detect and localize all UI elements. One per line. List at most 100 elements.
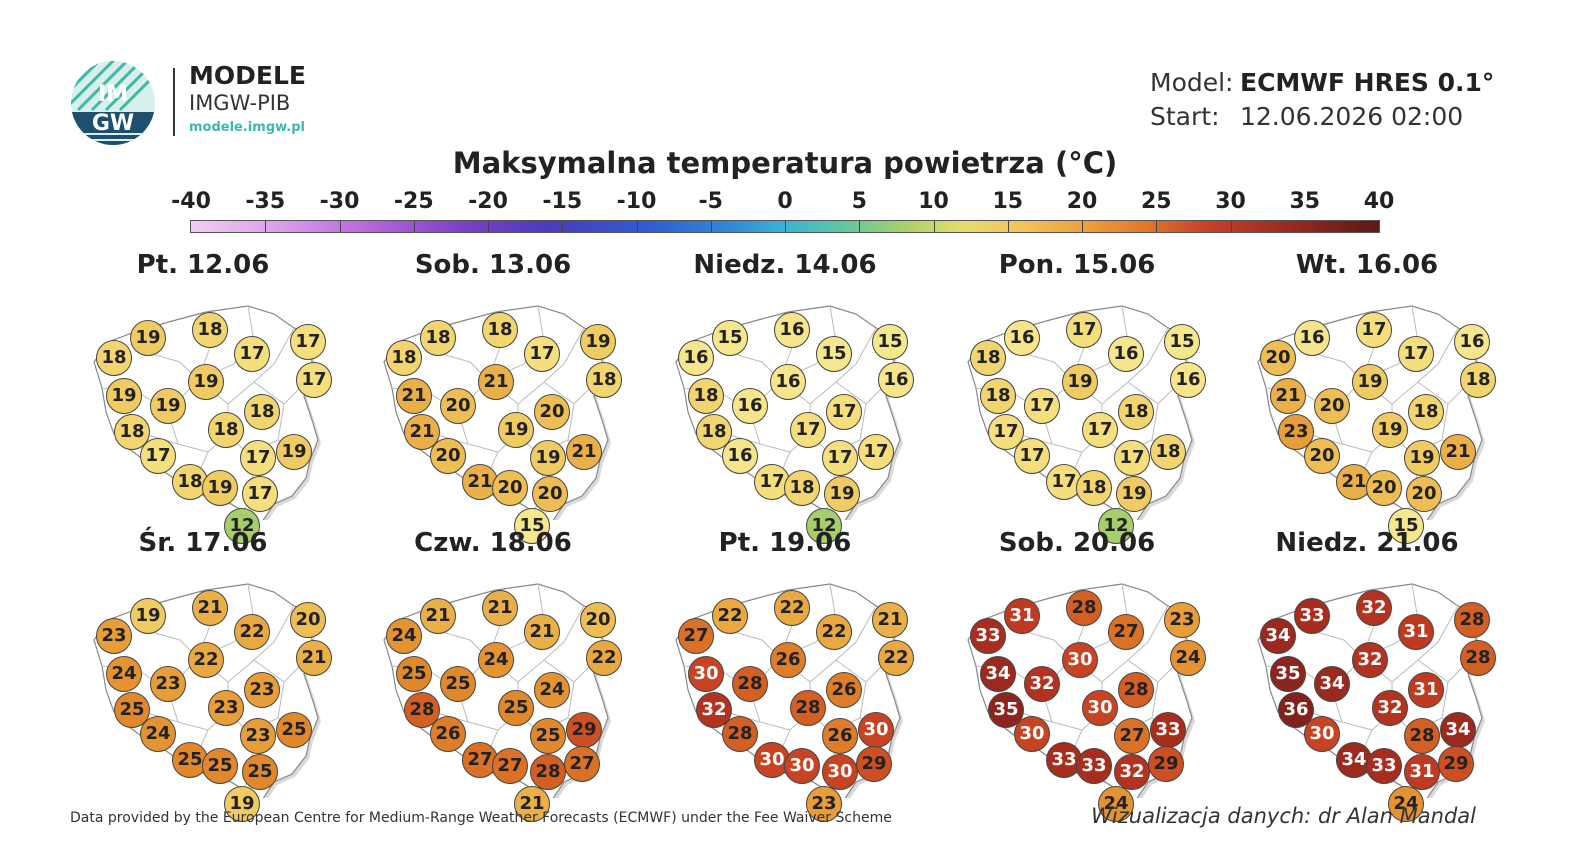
scale-tick-label: -35 bbox=[245, 189, 286, 214]
city-temperature-marker: 33 bbox=[1046, 742, 1082, 778]
city-temperature-marker: 28 bbox=[722, 716, 758, 752]
city-temperature-marker: 34 bbox=[1260, 618, 1296, 654]
city-temperature-marker: 30 bbox=[822, 754, 858, 790]
city-temperature-marker: 12 bbox=[224, 508, 260, 544]
city-temperature-marker: 19 bbox=[530, 440, 566, 476]
day-forecast-panel: Sob. 20.06 33 31 28 27 23 30 24 34 32 28 35 30 30 27 33… bbox=[952, 528, 1206, 822]
city-temperature-marker: 31 bbox=[1004, 598, 1040, 634]
city-temperature-marker: 28 bbox=[1454, 602, 1490, 638]
city-temperature-marker: 24 bbox=[1388, 786, 1424, 822]
city-temperature-marker: 17 bbox=[826, 394, 862, 430]
city-temperature-marker: 23 bbox=[1278, 414, 1314, 450]
city-temperature-marker: 17 bbox=[1398, 336, 1434, 372]
city-temperature-marker: 22 bbox=[712, 598, 748, 634]
city-temperature-marker: 24 bbox=[140, 716, 176, 752]
city-temperature-marker: 22 bbox=[188, 642, 224, 678]
city-temperature-marker: 31 bbox=[1408, 672, 1444, 708]
scale-tick-mark bbox=[710, 221, 712, 232]
scale-tick-label: -40 bbox=[171, 189, 211, 214]
city-temperature-marker: 28 bbox=[790, 690, 826, 726]
city-temperature-marker: 20 bbox=[580, 602, 616, 638]
day-forecast-panel: Pon. 15.06 18 16 17 16 15 19 16 18 17 18 17 17 17 17 18… bbox=[952, 250, 1206, 544]
city-temperature-marker: 18 bbox=[688, 378, 724, 414]
scale-tick-label: -5 bbox=[698, 189, 723, 214]
city-temperature-marker: 18 bbox=[208, 412, 244, 448]
city-temperature-marker: 21 bbox=[1270, 378, 1306, 414]
city-temperature-marker: 16 bbox=[1294, 320, 1330, 356]
city-temperature-marker: 25 bbox=[396, 656, 432, 692]
city-temperature-marker: 18 bbox=[1076, 470, 1112, 506]
city-temperature-marker: 27 bbox=[1108, 614, 1144, 650]
city-temperature-marker: 32 bbox=[1372, 690, 1408, 726]
city-temperature-marker: 20 bbox=[1260, 340, 1296, 376]
imgw-emblem-icon: IM GW bbox=[71, 61, 155, 145]
city-temperature-marker: 17 bbox=[240, 440, 276, 476]
city-temperature-marker: 22 bbox=[774, 590, 810, 626]
city-temperature-marker: 21 bbox=[566, 434, 602, 470]
city-temperature-marker: 30 bbox=[784, 748, 820, 784]
city-temperature-marker: 27 bbox=[564, 746, 600, 782]
region-border bbox=[1071, 651, 1189, 683]
city-temperature-marker: 25 bbox=[440, 666, 476, 702]
city-temperature-marker: 32 bbox=[1356, 590, 1392, 626]
svg-text:IM: IM bbox=[98, 82, 128, 107]
city-temperature-marker: 35 bbox=[1270, 656, 1306, 692]
day-label: Sob. 13.06 bbox=[414, 250, 572, 280]
city-temperature-marker: 23 bbox=[806, 786, 842, 822]
city-temperature-marker: 31 bbox=[1404, 754, 1440, 790]
scale-tick-label: 15 bbox=[992, 189, 1024, 214]
city-temperature-marker: 21 bbox=[1336, 464, 1372, 500]
region-border bbox=[543, 605, 585, 661]
city-temperature-marker: 16 bbox=[1454, 324, 1490, 360]
start-value: 12.06.2026 02:00 bbox=[1240, 102, 1464, 131]
city-temperature-marker: 25 bbox=[276, 712, 312, 748]
city-temperature-marker: 25 bbox=[172, 742, 208, 778]
city-temperature-marker: 18 bbox=[1460, 362, 1496, 398]
scale-tick-label: 10 bbox=[918, 189, 949, 214]
day-label: Niedz. 21.06 bbox=[1275, 528, 1459, 558]
region-border bbox=[835, 605, 877, 661]
city-temperature-marker: 19 bbox=[224, 786, 260, 822]
scale-tick-label: -15 bbox=[542, 189, 583, 214]
scale-tick-mark bbox=[859, 221, 861, 232]
city-temperature-marker: 33 bbox=[1076, 748, 1112, 784]
city-temperature-marker: 19 bbox=[150, 388, 186, 424]
city-temperature-marker: 18 bbox=[1150, 434, 1186, 470]
city-temperature-marker: 17 bbox=[1014, 438, 1050, 474]
city-temperature-marker: 33 bbox=[970, 618, 1006, 654]
city-temperature-marker: 26 bbox=[826, 672, 862, 708]
city-temperature-marker: 21 bbox=[396, 378, 432, 414]
city-temperature-marker: 24 bbox=[386, 618, 422, 654]
region-border bbox=[253, 605, 295, 661]
scale-tick-label: 25 bbox=[1140, 189, 1172, 214]
scale-tick-label: -10 bbox=[616, 189, 657, 214]
day-forecast-panel: Pt. 19.06 27 22 22 22 21 26 22 30 28 26 32 28 28 26 30 3… bbox=[660, 528, 914, 822]
city-temperature-marker: 23 bbox=[1164, 602, 1200, 638]
city-temperature-marker: 21 bbox=[420, 598, 456, 634]
city-temperature-marker: 30 bbox=[1082, 690, 1118, 726]
scale-tick-mark bbox=[339, 221, 341, 232]
city-temperature-marker: 27 bbox=[462, 742, 498, 778]
scale-tick-label: -20 bbox=[468, 189, 508, 214]
city-temperature-marker: 34 bbox=[1440, 712, 1476, 748]
city-temperature-marker: 15 bbox=[1164, 324, 1200, 360]
city-temperature-marker: 16 bbox=[1004, 320, 1040, 356]
region-border bbox=[779, 373, 897, 405]
city-temperature-marker: 21 bbox=[404, 414, 440, 450]
city-temperature-marker: 15 bbox=[514, 508, 550, 544]
region-border bbox=[487, 373, 605, 405]
temperature-color-scale: -40 -35 -30 -25 -20 -15 -10 -5 0 5 10 15 20 25 30 35 40 bbox=[171, 189, 1394, 234]
city-temperature-marker: 16 bbox=[722, 438, 758, 474]
day-forecast-panel: Sob. 13.06 18 18 18 17 19 21 18 21 20 20 21 19 20 19 21… bbox=[368, 250, 622, 544]
city-temperature-marker: 23 bbox=[150, 666, 186, 702]
logo-url-link[interactable]: modele.imgw.pl bbox=[189, 120, 305, 135]
model-value: ECMWF HRES 0.1° bbox=[1240, 68, 1495, 97]
scale-tick-mark bbox=[1082, 221, 1083, 232]
city-temperature-marker: 30 bbox=[1014, 716, 1050, 752]
city-temperature-marker: 25 bbox=[202, 748, 238, 784]
city-temperature-marker: 19 bbox=[202, 470, 238, 506]
city-temperature-marker: 15 bbox=[872, 324, 908, 360]
city-temperature-marker: 18 bbox=[586, 362, 622, 398]
city-temperature-marker: 17 bbox=[524, 336, 560, 372]
region-border bbox=[1417, 327, 1459, 383]
